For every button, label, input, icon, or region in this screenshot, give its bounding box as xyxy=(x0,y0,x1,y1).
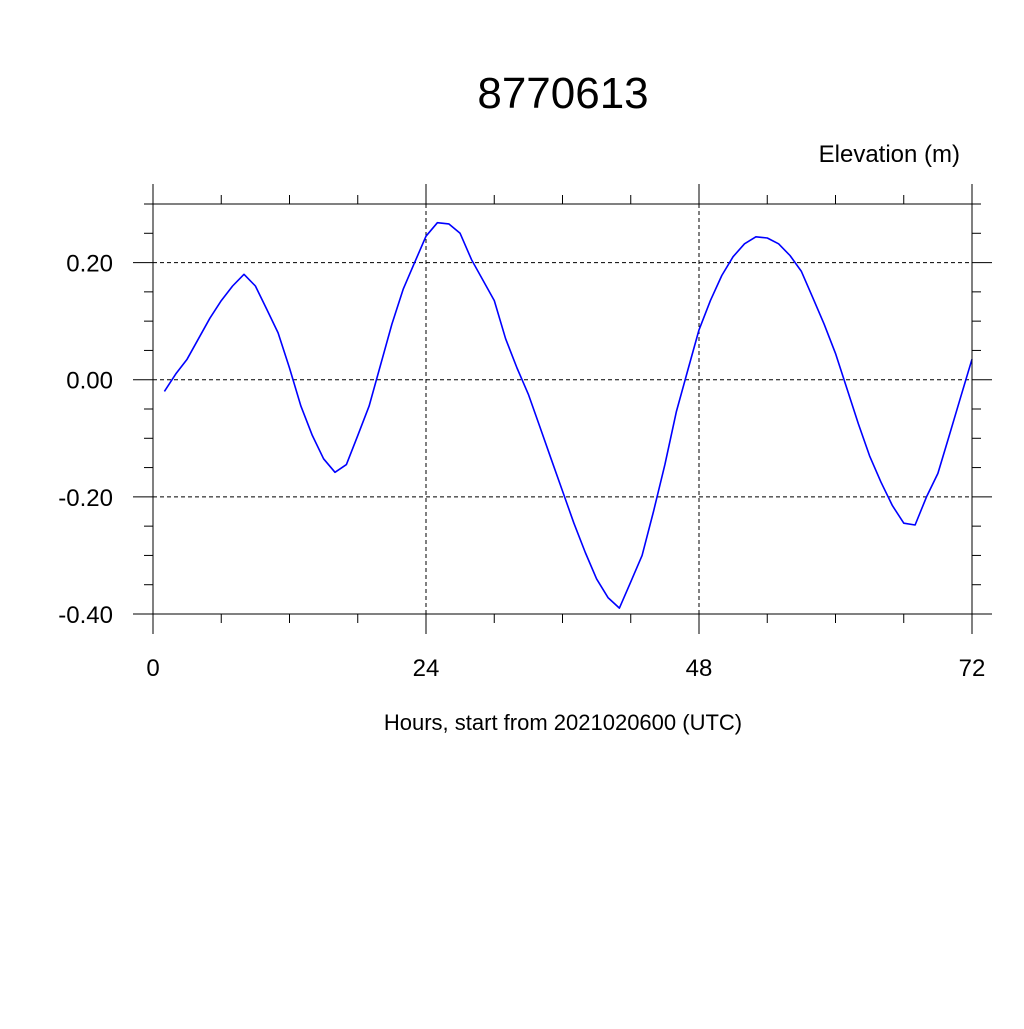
y-tick-label: 0.20 xyxy=(66,251,113,278)
series-layer xyxy=(163,221,973,609)
y-tick-label: -0.20 xyxy=(58,485,113,512)
chart-title: 8770613 xyxy=(477,69,648,118)
series-line xyxy=(163,221,973,609)
x-tick-label: 72 xyxy=(959,655,986,682)
tick-labels: 0 24 48 72 -0.40 -0.20 0.00 0.20 xyxy=(58,251,985,682)
grid-lines xyxy=(153,204,972,615)
x-axis-label: Hours, start from 2021020600 (UTC) xyxy=(384,710,742,735)
chart-subtitle: Elevation (m) xyxy=(819,141,960,168)
x-tick-label: 0 xyxy=(146,655,159,682)
y-tick-label: 0.00 xyxy=(66,368,113,395)
axes xyxy=(133,184,992,634)
x-tick-label: 24 xyxy=(413,655,440,682)
y-tick-label: -0.40 xyxy=(58,602,113,629)
x-tick-label: 48 xyxy=(686,655,713,682)
